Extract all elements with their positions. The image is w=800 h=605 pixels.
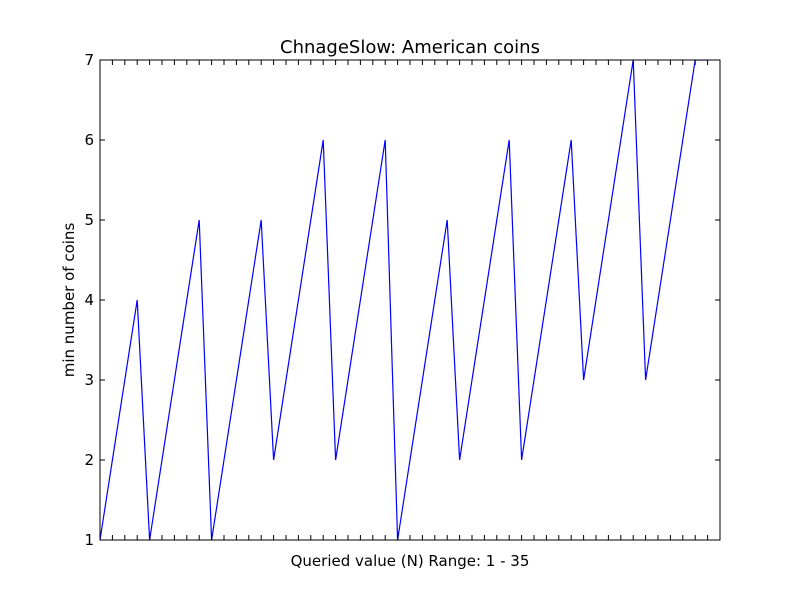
series-line [100, 60, 708, 540]
y-tick-label: 5 [84, 211, 94, 229]
plot-layer: 1 2 3 4 5 6 7 [84, 51, 721, 549]
y-axis-label: min number of coins [60, 223, 78, 378]
y-tick-label: 7 [84, 51, 94, 69]
y-tick-label: 6 [84, 131, 94, 149]
x-axis-label: Queried value (N) Range: 1 - 35 [291, 552, 530, 570]
y-tick-label: 2 [84, 451, 94, 469]
chart-title: ChnageSlow: American coins [280, 37, 540, 58]
y-tick-label: 4 [84, 291, 94, 309]
plot-frame [99, 59, 721, 541]
y-tick-label: 1 [84, 531, 94, 549]
y-tick-label: 3 [84, 371, 94, 389]
